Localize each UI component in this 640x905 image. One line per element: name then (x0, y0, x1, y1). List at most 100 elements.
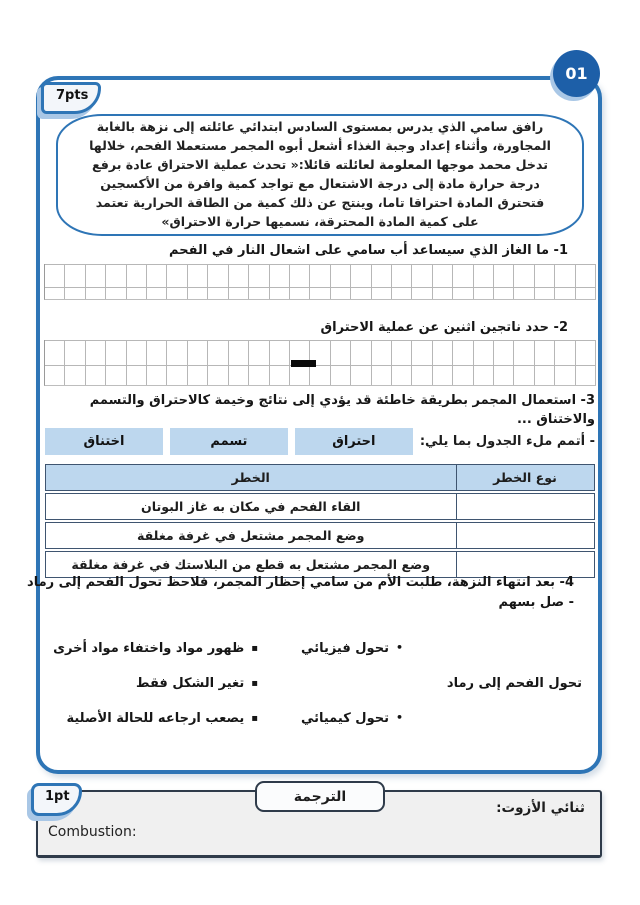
grid-cell[interactable] (453, 365, 474, 385)
grid-cell[interactable] (391, 365, 413, 385)
grid-cell[interactable] (187, 340, 209, 365)
grid-cell[interactable] (412, 287, 433, 299)
grid-cell[interactable] (249, 287, 270, 299)
grid-cell[interactable] (412, 340, 433, 365)
grid-cell[interactable] (351, 264, 372, 287)
grid-cell[interactable] (575, 340, 596, 365)
grid-cell[interactable] (575, 365, 596, 385)
word-chip-suffocation[interactable]: اختناق (45, 428, 163, 455)
grid-cell[interactable] (534, 340, 556, 365)
grid-cell[interactable] (330, 340, 352, 365)
grid-cell[interactable] (432, 287, 454, 299)
grid-cell[interactable] (514, 287, 535, 299)
grid-cell[interactable] (473, 264, 494, 287)
grid-cell[interactable] (432, 264, 454, 287)
grid-cell[interactable] (147, 264, 168, 287)
grid-cell[interactable] (147, 365, 168, 385)
grid-cell[interactable] (269, 264, 290, 287)
grid-cell[interactable] (453, 287, 474, 299)
match-desc-new-substances[interactable]: ▪ ظهور مواد واختفاء مواد أخرى (53, 641, 258, 656)
grid-cell[interactable] (85, 287, 107, 299)
grid-cell[interactable] (514, 365, 535, 385)
grid-cell[interactable] (310, 264, 331, 287)
grid-cell[interactable] (269, 365, 290, 385)
match-situation[interactable]: تحول الفحم إلى رماد (446, 676, 582, 691)
grid-cell[interactable] (187, 264, 209, 287)
grid-cell[interactable] (555, 264, 576, 287)
grid-cell[interactable] (126, 340, 148, 365)
danger-type-answer-cell[interactable] (455, 522, 595, 549)
grid-cell[interactable] (453, 340, 474, 365)
grid-cell[interactable] (228, 264, 250, 287)
answer-grid-q1[interactable] (44, 264, 596, 300)
bullet-square-icon[interactable]: ▪ (251, 678, 258, 689)
grid-cell[interactable] (351, 365, 372, 385)
grid-cell[interactable] (147, 287, 168, 299)
grid-cell[interactable] (249, 340, 270, 365)
grid-cell[interactable] (330, 264, 352, 287)
match-type-physical[interactable]: • تحول فيزيائي (301, 641, 403, 656)
grid-cell[interactable] (351, 287, 372, 299)
grid-cell[interactable] (65, 340, 86, 365)
grid-cell[interactable] (371, 287, 392, 299)
grid-cell[interactable] (473, 340, 494, 365)
grid-cell[interactable] (391, 340, 413, 365)
grid-cell[interactable] (106, 340, 127, 365)
grid-cell[interactable] (269, 340, 290, 365)
grid-cell[interactable] (453, 264, 474, 287)
bullet-square-icon[interactable]: ▪ (251, 713, 258, 724)
grid-cell[interactable] (514, 340, 535, 365)
grid-cell[interactable] (228, 287, 250, 299)
grid-cell[interactable] (555, 365, 576, 385)
grid-cell[interactable] (310, 365, 331, 385)
grid-cell[interactable] (289, 264, 311, 287)
bullet-dot-icon[interactable]: • (395, 711, 403, 724)
danger-type-answer-cell[interactable] (455, 493, 595, 520)
grid-cell[interactable] (330, 287, 352, 299)
grid-cell[interactable] (65, 287, 86, 299)
grid-cell[interactable] (45, 340, 66, 365)
grid-cell[interactable] (289, 365, 311, 385)
grid-cell[interactable] (555, 340, 576, 365)
grid-cell[interactable] (534, 264, 556, 287)
grid-cell[interactable] (269, 287, 290, 299)
grid-cell[interactable] (371, 340, 392, 365)
grid-cell[interactable] (249, 264, 270, 287)
match-desc-shape-only[interactable]: ▪ تغير الشكل فقط (136, 676, 258, 691)
grid-cell[interactable] (45, 287, 66, 299)
word-chip-combustion[interactable]: احتراق (294, 428, 413, 455)
grid-cell[interactable] (432, 365, 454, 385)
grid-cell[interactable] (391, 287, 413, 299)
grid-cell[interactable] (167, 287, 188, 299)
grid-cell[interactable] (85, 365, 107, 385)
answer-grid-q2[interactable] (44, 340, 596, 386)
grid-cell[interactable] (208, 365, 229, 385)
grid-cell[interactable] (555, 287, 576, 299)
bullet-square-icon[interactable]: ▪ (251, 643, 258, 654)
grid-cell[interactable] (575, 287, 596, 299)
grid-cell[interactable] (106, 264, 127, 287)
grid-cell[interactable] (187, 365, 209, 385)
grid-cell[interactable] (493, 340, 515, 365)
grid-cell[interactable] (126, 365, 148, 385)
grid-cell[interactable] (289, 287, 311, 299)
grid-cell[interactable] (85, 264, 107, 287)
grid-cell[interactable] (228, 365, 250, 385)
grid-cell[interactable] (208, 340, 229, 365)
grid-cell[interactable] (514, 264, 535, 287)
match-desc-hard-to-reverse[interactable]: ▪ يصعب ارجاعه للحالة الأصلية (66, 711, 258, 726)
grid-cell[interactable] (534, 287, 556, 299)
word-chip-poisoning[interactable]: تسمم (169, 428, 288, 455)
grid-cell[interactable] (65, 264, 86, 287)
bullet-dot-icon[interactable]: • (395, 641, 403, 654)
grid-cell[interactable] (534, 365, 556, 385)
grid-cell[interactable] (310, 287, 331, 299)
grid-cell[interactable] (412, 264, 433, 287)
match-type-chemical[interactable]: • تحول كيميائي (301, 711, 403, 726)
grid-cell[interactable] (473, 365, 494, 385)
grid-cell[interactable] (167, 264, 188, 287)
grid-cell[interactable] (371, 365, 392, 385)
grid-cell[interactable] (473, 287, 494, 299)
grid-cell[interactable] (310, 340, 331, 365)
grid-cell[interactable] (45, 264, 66, 287)
